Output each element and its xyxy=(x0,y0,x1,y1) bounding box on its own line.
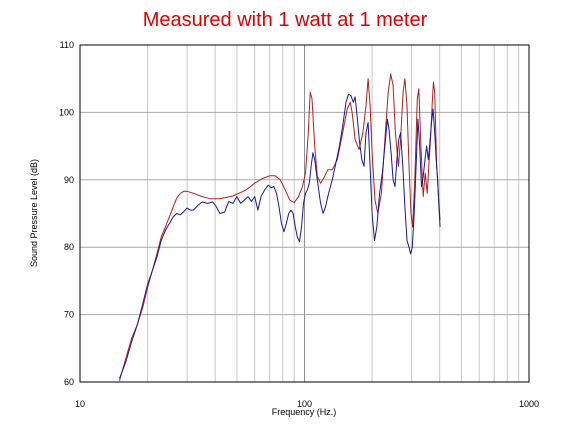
grid-lines xyxy=(80,45,529,382)
series-line-blue xyxy=(119,93,441,379)
y-tick-label: 60 xyxy=(64,377,74,387)
y-tick-label: 80 xyxy=(64,242,74,252)
chart-title: Measured with 1 watt at 1 meter xyxy=(143,9,428,31)
y-axis-label: Sound Pressure Level (dB) xyxy=(29,159,39,267)
x-axis-ticks: 10 100 1000 xyxy=(75,399,539,409)
y-tick-label: 110 xyxy=(60,40,74,50)
x-axis-label: Frequency (Hz.) xyxy=(272,407,337,417)
y-axis-ticks: 60 70 80 90 100 110 xyxy=(59,40,74,387)
series-lines xyxy=(119,73,441,381)
y-tick-label: 70 xyxy=(64,310,74,320)
x-tick-label: 1000 xyxy=(519,399,539,409)
series-line-red xyxy=(119,73,441,381)
y-tick-label: 100 xyxy=(59,107,74,117)
x-tick-label: 10 xyxy=(75,399,85,409)
plot-area-frame xyxy=(79,44,530,383)
x-tick-label: 100 xyxy=(297,399,312,409)
y-tick-label: 90 xyxy=(64,175,74,185)
